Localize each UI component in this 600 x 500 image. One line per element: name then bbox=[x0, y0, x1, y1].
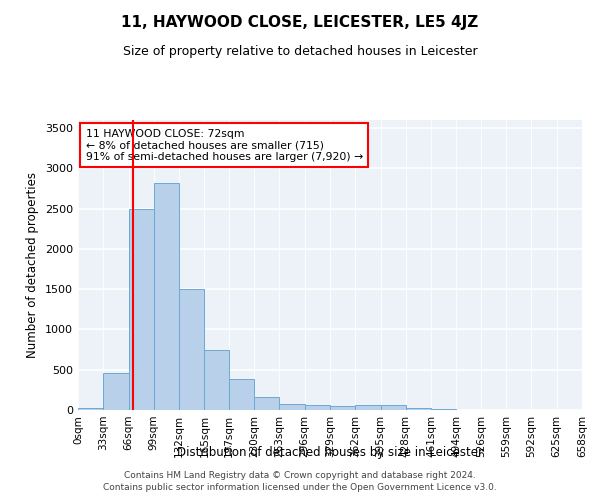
Bar bbox=[431, 409, 457, 410]
Bar bbox=[128, 208, 154, 410]
Text: Contains public sector information licensed under the Open Government Licence v3: Contains public sector information licen… bbox=[103, 483, 497, 492]
Bar bbox=[229, 380, 254, 410]
Bar bbox=[355, 405, 380, 410]
Bar bbox=[330, 406, 355, 410]
Bar bbox=[280, 404, 305, 410]
Bar bbox=[103, 373, 128, 410]
Bar bbox=[254, 397, 280, 410]
Text: Contains HM Land Registry data © Crown copyright and database right 2024.: Contains HM Land Registry data © Crown c… bbox=[124, 470, 476, 480]
Bar bbox=[154, 183, 179, 410]
Bar bbox=[406, 408, 431, 410]
Text: 11, HAYWOOD CLOSE, LEICESTER, LE5 4JZ: 11, HAYWOOD CLOSE, LEICESTER, LE5 4JZ bbox=[121, 15, 479, 30]
Bar bbox=[78, 408, 103, 410]
Bar bbox=[205, 350, 229, 410]
Bar bbox=[380, 405, 406, 410]
Text: Distribution of detached houses by size in Leicester: Distribution of detached houses by size … bbox=[177, 446, 483, 459]
Text: Size of property relative to detached houses in Leicester: Size of property relative to detached ho… bbox=[122, 45, 478, 58]
Text: 11 HAYWOOD CLOSE: 72sqm
← 8% of detached houses are smaller (715)
91% of semi-de: 11 HAYWOOD CLOSE: 72sqm ← 8% of detached… bbox=[86, 128, 363, 162]
Bar bbox=[305, 405, 330, 410]
Y-axis label: Number of detached properties: Number of detached properties bbox=[26, 172, 40, 358]
Bar bbox=[179, 289, 205, 410]
